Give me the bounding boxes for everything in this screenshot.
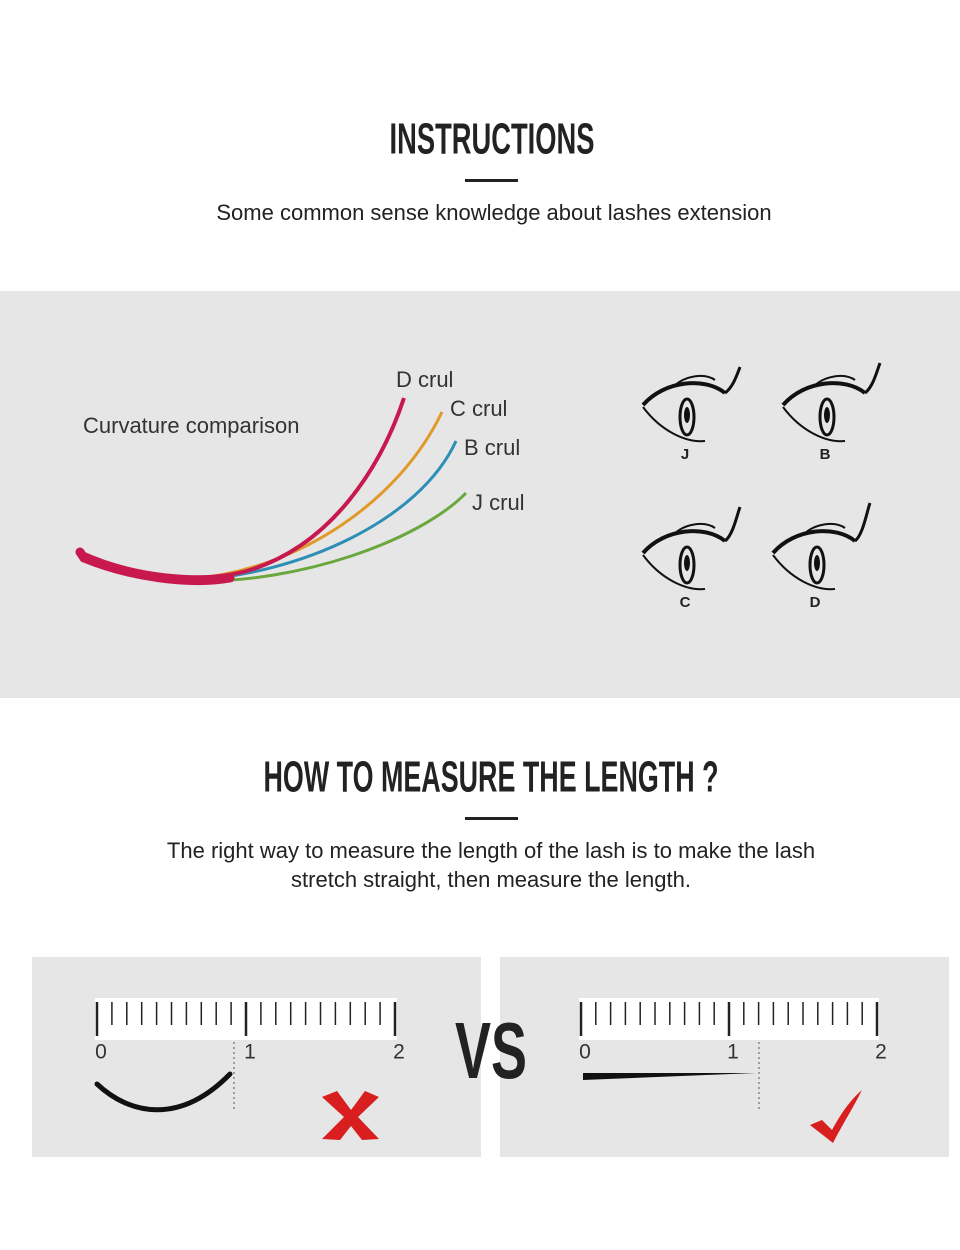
lash: [853, 502, 872, 543]
subtitle: Some common sense knowledge about lashes…: [216, 200, 771, 225]
wrong-icon: [322, 1091, 379, 1140]
eyelid: [781, 381, 867, 407]
pupil: [684, 555, 690, 571]
eye-label: C: [680, 594, 691, 611]
pupil: [684, 407, 690, 423]
iris: [808, 545, 826, 585]
divider: [465, 179, 518, 182]
eye-side: [672, 374, 716, 388]
iris: [678, 397, 696, 437]
paragraph-line: The right way to measure the length of t…: [167, 838, 815, 863]
lash-base: [75, 547, 235, 585]
eye: J: [641, 366, 742, 463]
ruler-number: 0: [579, 1041, 591, 1064]
eye-lower: [772, 554, 836, 591]
curl-label: B crul: [464, 435, 520, 460]
eye: B: [781, 362, 882, 463]
eye-label: B: [820, 446, 831, 463]
pupil: [814, 555, 820, 571]
ruler-number: 2: [393, 1041, 405, 1064]
eye-side: [802, 522, 846, 536]
curl-label: J crul: [472, 490, 525, 515]
vs-label: VS: [455, 1006, 527, 1095]
ruler-number: 1: [727, 1041, 739, 1064]
curvature-label: Curvature comparison: [83, 413, 299, 438]
lash: [863, 362, 882, 395]
curl-label: D crul: [396, 367, 453, 392]
right-panel: [500, 957, 949, 1157]
ruler-number: 2: [875, 1041, 887, 1064]
curved-lash: [94, 1071, 233, 1113]
paragraph-line: stretch straight, then measure the lengt…: [291, 867, 691, 892]
eyelid: [771, 529, 857, 555]
pupil: [824, 407, 830, 423]
eye-label: D: [810, 594, 821, 611]
section-title: INSTRUCTIONS: [390, 115, 595, 164]
eye: C: [641, 506, 742, 611]
eye-lower: [642, 554, 706, 591]
lash: [723, 506, 742, 543]
eyelid: [641, 529, 727, 555]
wrong-panel: [32, 957, 481, 1157]
eye-side: [672, 522, 716, 536]
rulers: 0 1 2 0 1 2: [95, 998, 887, 1064]
eye-diagrams: J B C D: [641, 362, 882, 611]
eye-lower: [642, 406, 706, 443]
eye: D: [771, 502, 872, 611]
ruler-number: 1: [244, 1041, 256, 1064]
eye-lower: [782, 406, 846, 443]
iris: [818, 397, 836, 437]
curl-label: C crul: [450, 396, 507, 421]
ruler-number: 0: [95, 1041, 107, 1064]
eyelid: [641, 381, 727, 407]
eye-side: [812, 374, 856, 388]
curvature-panel: [0, 291, 960, 698]
straight-lash: [583, 1073, 756, 1080]
check-icon: [810, 1090, 862, 1143]
divider: [465, 817, 518, 820]
eye-label: J: [681, 446, 689, 463]
iris: [678, 545, 696, 585]
section-title: HOW TO MEASURE THE LENGTH ?: [264, 753, 719, 802]
lash: [724, 366, 742, 395]
